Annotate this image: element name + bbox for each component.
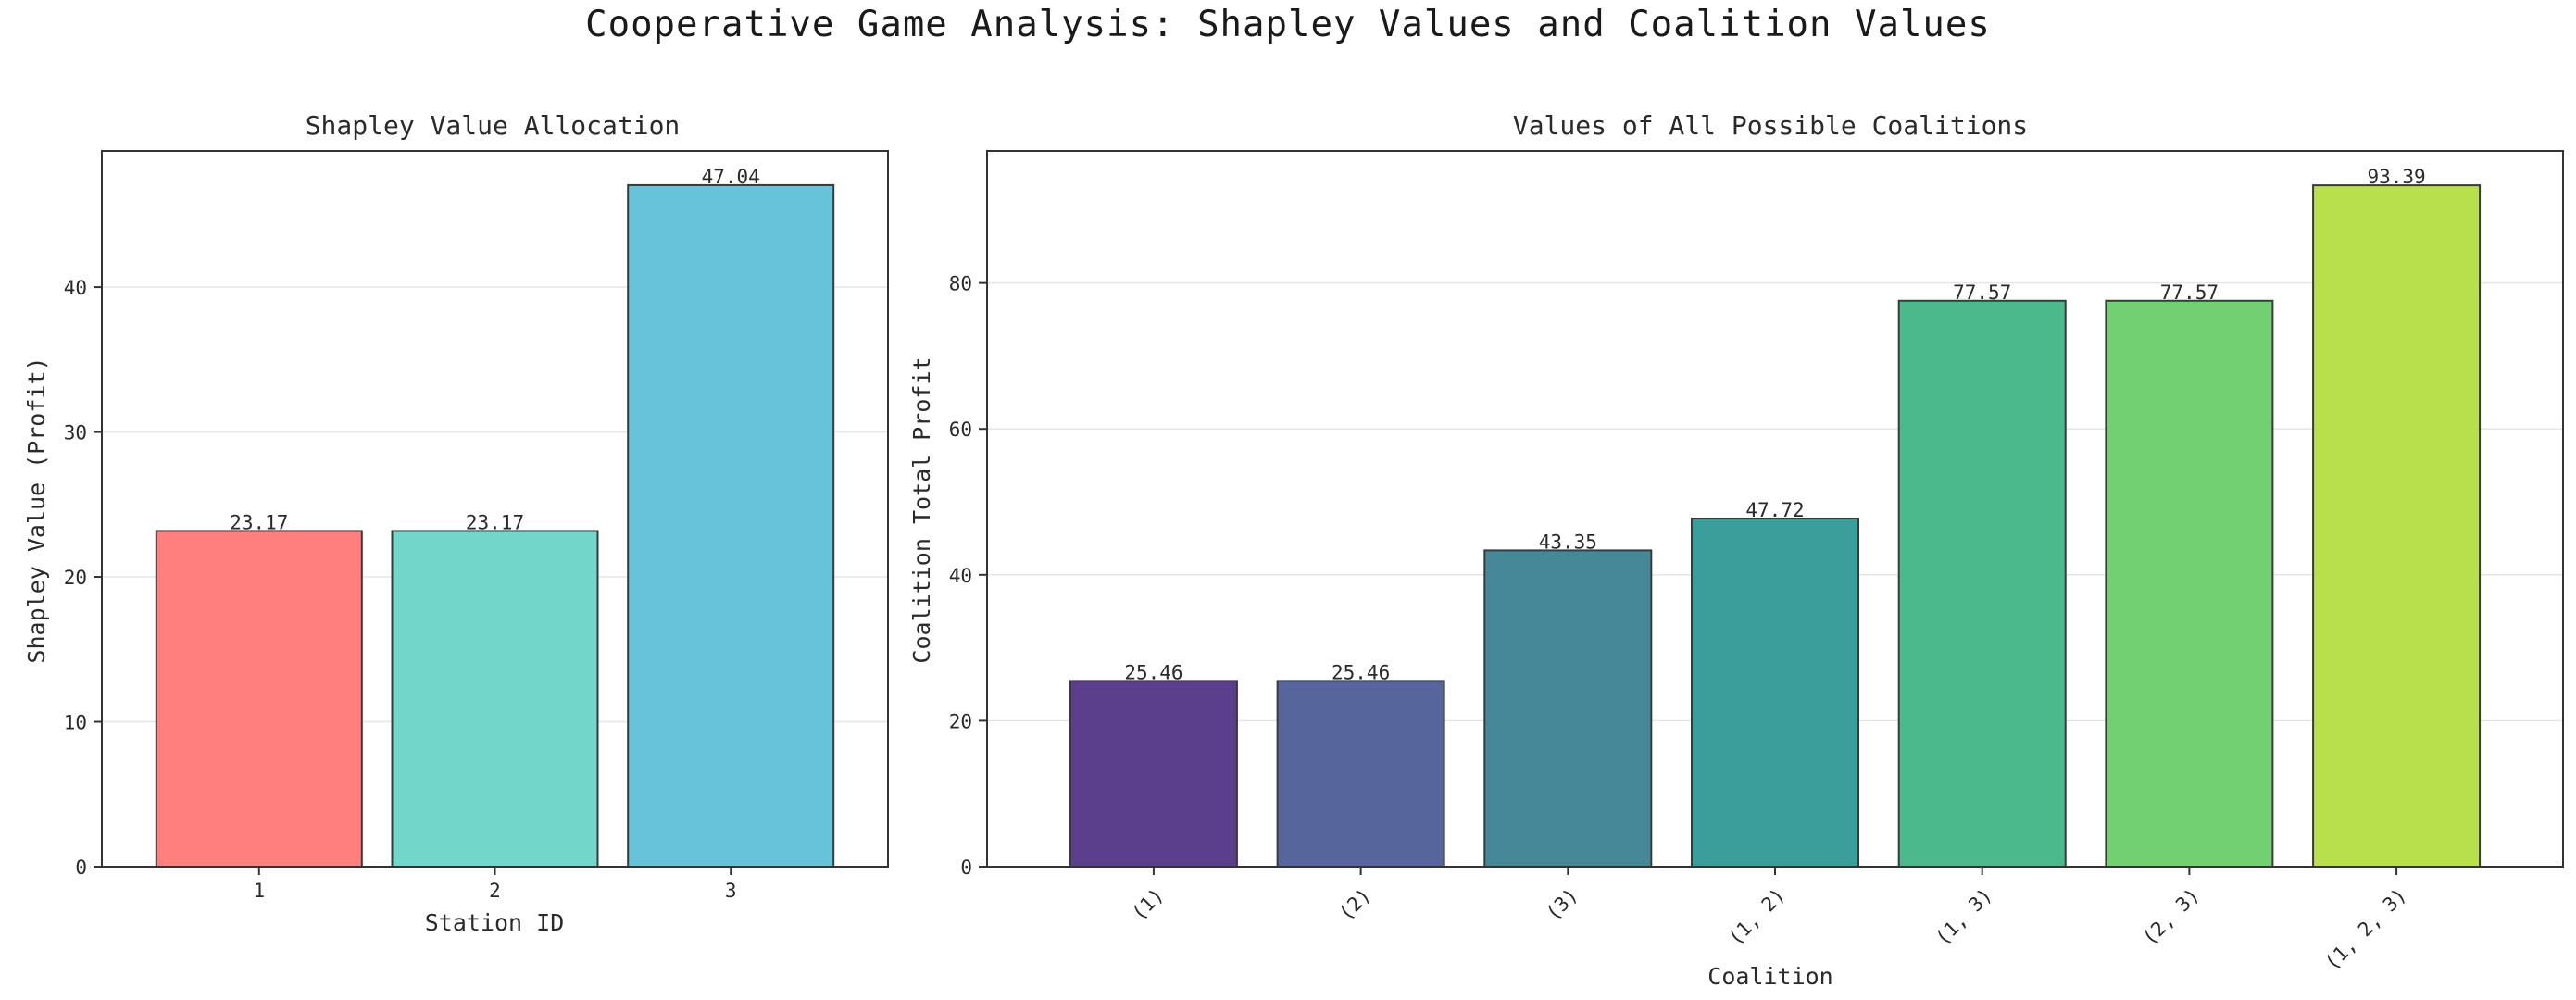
coalition-bar-value-label: 43.35 — [1539, 531, 1597, 553]
coalition-bar — [1483, 549, 1653, 868]
shapley-ytick-label: 10 — [64, 712, 87, 734]
coalition-ytick-label: 60 — [949, 419, 972, 441]
coalition-bar-value-label: 47.72 — [1745, 499, 1804, 521]
coalition-xtick-label: (3) — [1542, 884, 1582, 925]
coalition-xtick-label: (1, 2, 3) — [2320, 884, 2410, 974]
shapley-ytick-label: 0 — [75, 856, 87, 879]
chart-shapley-xticks: 1 2 3 — [253, 867, 737, 902]
coalition-ytick-label: 0 — [960, 856, 972, 879]
chart-shapley-title: Shapley Value Allocation — [306, 110, 681, 141]
shapley-ytick-label: 30 — [64, 422, 87, 444]
chart-coalitions-yticks: 0 20 40 60 80 — [949, 273, 987, 879]
chart-coalitions-xlabel: Coalition — [1707, 963, 1832, 990]
shapley-bar-value-label: 23.17 — [230, 511, 288, 533]
chart-coalitions-ylabel: Coalition Total Profit — [908, 356, 935, 663]
shapley-xtick-label: 3 — [725, 880, 737, 902]
shapley-bar — [627, 183, 835, 868]
coalition-xtick-label: (1, 3) — [1932, 884, 1997, 950]
coalition-ytick-label: 80 — [949, 273, 972, 295]
chart-shapley-ylabel: Shapley Value (Profit) — [23, 356, 50, 663]
coalition-xtick-label: (2) — [1334, 884, 1375, 925]
coalition-bar-value-label: 25.46 — [1124, 661, 1182, 683]
shapley-bar — [391, 530, 599, 868]
chart-coalitions: Values of All Possible Coalitions 25.46 2… — [908, 110, 2564, 990]
coalition-xtick-label: (2, 3) — [2138, 884, 2204, 950]
coalition-ytick-label: 20 — [949, 710, 972, 732]
coalition-bar — [2105, 299, 2274, 868]
coalition-bar-value-label: 77.57 — [1953, 281, 2011, 304]
chart-shapley: Shapley Value Allocation 23.17 23.17 47.04… — [23, 110, 889, 936]
coalition-ytick-label: 40 — [949, 565, 972, 587]
chart-shapley-bars: 23.17 23.17 47.04 — [155, 166, 835, 868]
coalition-bar — [2312, 184, 2482, 868]
figure-title: Cooperative Game Analysis: Shapley Value… — [585, 4, 1991, 45]
chart-coalitions-title: Values of All Possible Coalitions — [1513, 110, 2028, 141]
coalition-bar-value-label: 77.57 — [2160, 281, 2219, 304]
coalition-xtick-label: (1, 2) — [1724, 884, 1790, 950]
chart-shapley-yticks: 0 10 20 30 40 — [64, 277, 102, 879]
chart-coalitions-xticks: (1) (2) (3) (1, 2) (1, 3) (2, 3) (1, 2, 3) — [1128, 867, 2411, 974]
shapley-xtick-label: 2 — [489, 880, 501, 902]
coalition-bar — [1691, 517, 1859, 869]
chart-coalitions-bars: 25.46 25.46 43.35 47.72 77.57 77.57 93.39 — [1069, 166, 2482, 869]
coalition-bar-value-label: 93.39 — [2367, 166, 2425, 188]
chart-shapley-xlabel: Station ID — [425, 909, 565, 936]
coalition-bar — [1276, 680, 1445, 868]
coalition-xtick-label: (1) — [1128, 884, 1169, 925]
shapley-ytick-label: 40 — [64, 277, 87, 299]
coalition-bar — [1897, 299, 2067, 868]
coalition-bar — [1069, 680, 1238, 868]
shapley-bar-value-label: 23.17 — [466, 511, 524, 533]
shapley-xtick-label: 1 — [253, 880, 265, 902]
shapley-bar-value-label: 47.04 — [702, 166, 760, 188]
shapley-bar — [155, 530, 363, 868]
shapley-ytick-label: 20 — [64, 567, 87, 589]
coalition-bar-value-label: 25.46 — [1332, 661, 1390, 683]
